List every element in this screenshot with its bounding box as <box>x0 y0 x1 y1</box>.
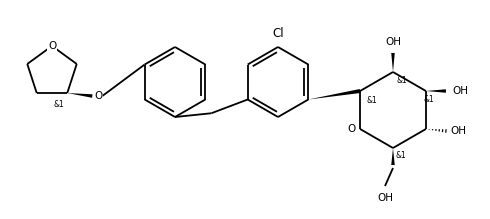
Text: O: O <box>48 41 56 51</box>
Text: &1: &1 <box>424 95 435 104</box>
Text: OH: OH <box>385 37 401 47</box>
Polygon shape <box>67 93 93 98</box>
Text: O: O <box>94 91 102 101</box>
Polygon shape <box>391 148 395 165</box>
Text: Cl: Cl <box>272 27 284 40</box>
Polygon shape <box>426 89 446 93</box>
Text: &1: &1 <box>366 96 377 105</box>
Polygon shape <box>391 53 395 72</box>
Text: O: O <box>348 124 356 134</box>
Text: &1: &1 <box>396 76 407 85</box>
Text: OH: OH <box>452 86 468 96</box>
Text: OH: OH <box>377 193 393 203</box>
Text: &1: &1 <box>395 151 406 160</box>
Polygon shape <box>308 89 361 99</box>
Text: OH: OH <box>450 126 466 136</box>
Text: &1: &1 <box>53 100 64 109</box>
